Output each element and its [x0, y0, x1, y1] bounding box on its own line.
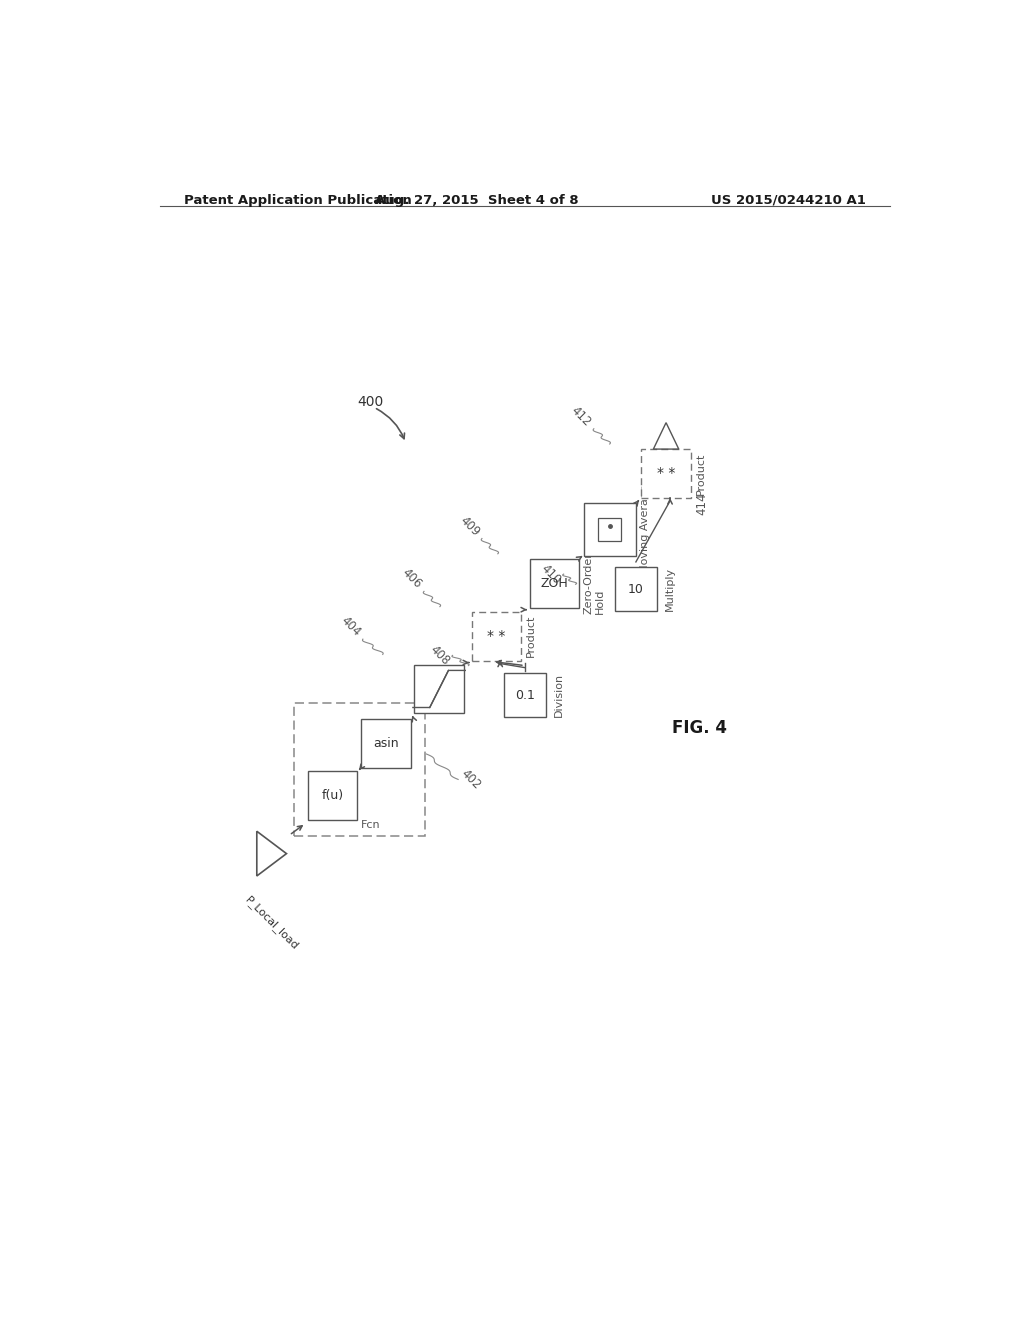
Text: f(u): f(u) — [322, 789, 344, 803]
Text: Zero-Order
Hold: Zero-Order Hold — [584, 552, 605, 614]
Text: * *: * * — [487, 630, 506, 643]
Text: 10: 10 — [628, 583, 644, 595]
Text: Moving Average: Moving Average — [640, 484, 650, 574]
Bar — [361, 719, 411, 768]
Bar — [504, 673, 546, 717]
Text: 406: 406 — [399, 566, 424, 591]
Text: FIG. 4: FIG. 4 — [672, 718, 727, 737]
Bar — [472, 611, 521, 660]
Bar — [641, 449, 690, 498]
Text: 400: 400 — [357, 395, 383, 409]
Text: 410: 410 — [539, 561, 563, 586]
Bar — [584, 503, 636, 556]
Text: Patent Application Publication: Patent Application Publication — [183, 194, 412, 207]
Text: asin: asin — [373, 738, 398, 750]
Text: Product: Product — [525, 615, 536, 657]
Text: 409: 409 — [457, 513, 482, 539]
Bar — [529, 558, 579, 607]
Text: 412: 412 — [568, 404, 594, 429]
Text: 402: 402 — [458, 767, 483, 792]
Text: P_Local_load: P_Local_load — [243, 894, 300, 952]
Text: * *: * * — [656, 466, 675, 480]
Bar — [598, 519, 622, 541]
Text: 0.1: 0.1 — [515, 689, 535, 701]
Text: Division: Division — [554, 673, 564, 717]
Text: 414: 414 — [695, 492, 709, 516]
Text: 404: 404 — [338, 614, 362, 639]
Bar — [308, 771, 357, 820]
Text: ZOH: ZOH — [541, 577, 568, 590]
Bar — [294, 704, 425, 837]
Bar — [415, 664, 464, 713]
Text: Multiply: Multiply — [666, 568, 675, 611]
Bar — [615, 568, 656, 611]
Text: Product: Product — [695, 453, 706, 495]
Text: 408: 408 — [428, 643, 453, 668]
Text: Aug. 27, 2015  Sheet 4 of 8: Aug. 27, 2015 Sheet 4 of 8 — [376, 194, 579, 207]
Text: Fcn: Fcn — [360, 820, 380, 830]
Text: US 2015/0244210 A1: US 2015/0244210 A1 — [712, 194, 866, 207]
